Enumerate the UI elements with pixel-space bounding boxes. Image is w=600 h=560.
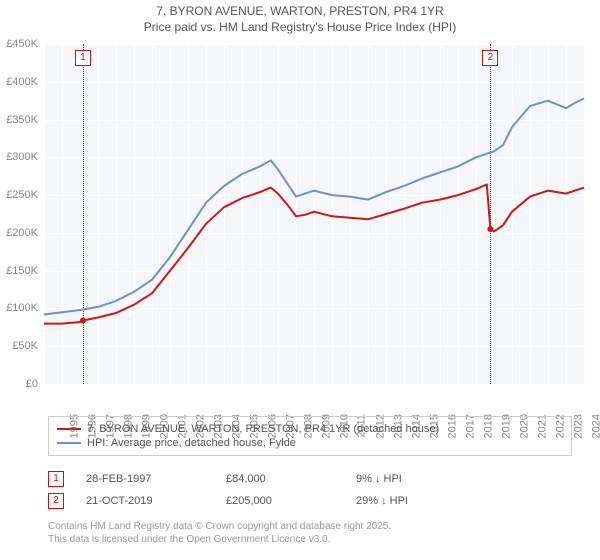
y-tick-label: £250K [0, 189, 38, 201]
legend-item-hpi: HPI: Average price, detached house, Fyld… [57, 437, 563, 449]
title-line2: Price paid vs. HM Land Registry's House … [0, 20, 600, 36]
series-hpi [44, 98, 584, 314]
gridline-h [44, 384, 584, 385]
y-tick-label: £350K [0, 114, 38, 126]
legend-swatch-hpi [57, 442, 81, 444]
txn-price: £84,000 [226, 473, 356, 485]
chart-title: 7, BYRON AVENUE, WARTON, PRESTON, PR4 1Y… [0, 0, 600, 35]
x-tick-label: 2023 [572, 414, 584, 438]
txn-marker: 1 [48, 471, 64, 487]
transactions-table: 1 28-FEB-1997 £84,000 9% ↓ HPI 2 21-OCT-… [48, 468, 572, 512]
event-point [80, 318, 86, 324]
gridline-v [584, 44, 585, 384]
legend-label-price-paid: 7, BYRON AVENUE, WARTON, PRESTON, PR4 1Y… [87, 423, 439, 435]
txn-marker: 2 [48, 493, 64, 509]
x-tick-label: 2024 [590, 414, 600, 438]
event-point [487, 226, 493, 232]
table-row: 1 28-FEB-1997 £84,000 9% ↓ HPI [48, 468, 572, 490]
txn-delta: 29% ↓ HPI [356, 495, 486, 507]
txn-delta: 9% ↓ HPI [356, 473, 486, 485]
footnote-line1: Contains HM Land Registry data © Crown c… [48, 520, 572, 533]
legend-item-price-paid: 7, BYRON AVENUE, WARTON, PRESTON, PR4 1Y… [57, 423, 563, 435]
txn-date: 28-FEB-1997 [86, 473, 226, 485]
legend-label-hpi: HPI: Average price, detached house, Fyld… [87, 437, 296, 449]
y-tick-label: £200K [0, 227, 38, 239]
legend-box: 7, BYRON AVENUE, WARTON, PRESTON, PR4 1Y… [48, 416, 572, 456]
y-tick-label: £0 [0, 378, 38, 390]
legend-swatch-price-paid [57, 428, 81, 430]
footnote-line2: This data is licensed under the Open Gov… [48, 533, 572, 546]
txn-date: 21-OCT-2019 [86, 495, 226, 507]
footnote: Contains HM Land Registry data © Crown c… [48, 520, 572, 546]
y-tick-label: £400K [0, 76, 38, 88]
line-layer [44, 44, 584, 384]
y-tick-label: £150K [0, 265, 38, 277]
y-tick-label: £50K [0, 340, 38, 352]
y-tick-label: £450K [0, 38, 38, 50]
series-price_paid [44, 185, 584, 324]
table-row: 2 21-OCT-2019 £205,000 29% ↓ HPI [48, 490, 572, 512]
title-line1: 7, BYRON AVENUE, WARTON, PRESTON, PR4 1Y… [0, 4, 600, 20]
chart-area: 12 £0£50K£100K£150K£200K£250K£300K£350K£… [44, 44, 584, 404]
y-tick-label: £100K [0, 302, 38, 314]
y-tick-label: £300K [0, 151, 38, 163]
txn-price: £205,000 [226, 495, 356, 507]
